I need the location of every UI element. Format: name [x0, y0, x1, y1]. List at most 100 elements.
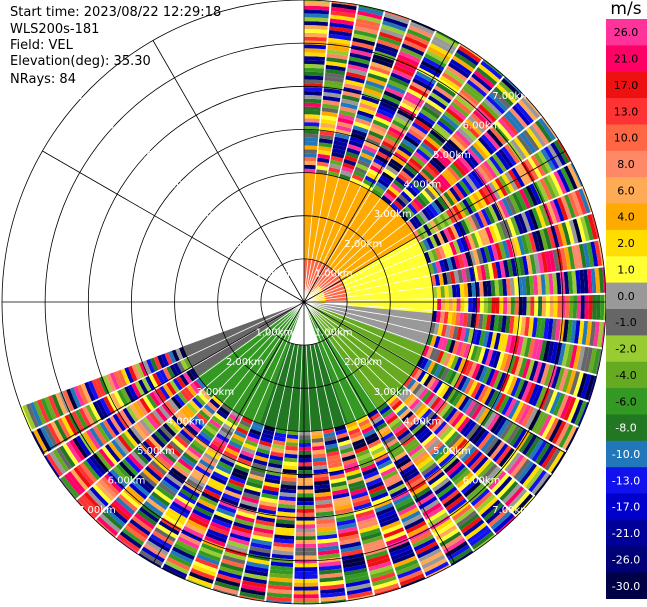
velocity-gate [269, 455, 284, 462]
velocity-gate [228, 536, 250, 546]
velocity-gate [316, 518, 336, 525]
velocity-gate [367, 72, 388, 83]
velocity-gate [430, 248, 439, 261]
velocity-gate [75, 435, 92, 457]
velocity-gate [139, 443, 155, 460]
velocity-gate [40, 398, 54, 422]
velocity-gate [350, 132, 366, 141]
ray-separator [303, 293, 606, 303]
velocity-gate [426, 360, 436, 374]
velocity-gate [420, 372, 430, 385]
velocity-gate [315, 510, 335, 517]
velocity-gate [175, 494, 195, 509]
velocity-gate [433, 420, 448, 435]
velocity-gate [154, 527, 177, 543]
velocity-gate [211, 439, 226, 451]
velocity-gate [531, 384, 544, 407]
velocity-gate [260, 496, 278, 504]
velocity-gate [461, 85, 482, 103]
velocity-gate [423, 465, 441, 480]
velocity-gate [215, 577, 241, 588]
velocity-gate [445, 407, 458, 423]
velocity-gate [591, 348, 601, 374]
velocity-gate [298, 450, 312, 455]
velocity-gate [404, 163, 418, 176]
velocity-gate [110, 502, 131, 521]
velocity-gate [400, 190, 413, 203]
velocity-gate [539, 317, 546, 339]
velocity-gate [304, 102, 322, 108]
range-ring-label: 3.00km [196, 387, 234, 398]
elevation-label: Elevation(deg): 35.30 [10, 54, 151, 69]
velocity-gate [143, 500, 164, 517]
velocity-gate [304, 21, 328, 26]
velocity-gate [510, 456, 528, 478]
velocity-gate [387, 79, 408, 91]
velocity-gate [304, 157, 317, 162]
velocity-gate [456, 298, 461, 312]
velocity-gate [356, 10, 383, 20]
velocity-gate [520, 96, 540, 119]
velocity-gate [388, 75, 410, 88]
velocity-gate [245, 564, 269, 573]
velocity-gate [319, 568, 343, 575]
velocity-gate [433, 335, 441, 349]
velocity-gate [470, 73, 493, 92]
velocity-gate [588, 294, 593, 320]
velocity-gate [490, 89, 511, 109]
velocity-gate [113, 371, 124, 389]
velocity-gate [517, 99, 537, 121]
velocity-gate [234, 430, 248, 439]
velocity-gate [418, 387, 430, 400]
velocity-gate [151, 433, 166, 449]
velocity-gate [475, 139, 492, 158]
velocity-gate [212, 395, 223, 406]
velocity-gate [166, 556, 191, 571]
velocity-gate [541, 415, 556, 439]
velocity-gate [452, 204, 464, 220]
velocity-gate [480, 264, 487, 281]
velocity-gate [426, 333, 434, 346]
velocity-gate [354, 22, 380, 32]
velocity-gate [397, 460, 414, 473]
velocity-gate [389, 396, 401, 408]
velocity-gate [339, 106, 357, 114]
ray-separator [160, 301, 305, 568]
velocity-gate [369, 65, 391, 76]
velocity-gate [231, 471, 248, 481]
velocity-gate [337, 113, 355, 121]
velocity-gate [513, 458, 531, 480]
velocity-gate [464, 82, 485, 100]
velocity-gate [437, 298, 442, 311]
velocity-gate [531, 472, 550, 495]
velocity-gate [454, 129, 472, 147]
velocity-gate [412, 486, 432, 500]
velocity-gate [405, 32, 430, 46]
velocity-gate [304, 168, 316, 173]
velocity-gate [298, 466, 313, 471]
velocity-gate [545, 201, 558, 224]
velocity-gate [426, 376, 437, 389]
velocity-gate [121, 458, 139, 477]
colorbar-tick-label: -21.0 [612, 527, 640, 540]
velocity-gate [523, 95, 542, 117]
velocity-gate [278, 499, 296, 505]
velocity-gate [463, 217, 474, 233]
velocity-gate [428, 158, 444, 173]
velocity-gate [464, 118, 483, 136]
velocity-gate [51, 394, 64, 417]
velocity-gate [431, 518, 453, 534]
velocity-gate [415, 173, 429, 187]
velocity-gate [533, 152, 549, 175]
velocity-gate [437, 528, 460, 544]
velocity-gate [418, 192, 431, 206]
velocity-gate [186, 578, 212, 590]
velocity-gate [466, 312, 472, 328]
velocity-gate [584, 294, 589, 320]
velocity-gate [522, 465, 541, 488]
velocity-gate [489, 440, 506, 460]
velocity-gate [323, 80, 344, 87]
velocity-gate [187, 575, 213, 588]
velocity-gate [488, 507, 510, 528]
velocity-gate [153, 430, 169, 446]
